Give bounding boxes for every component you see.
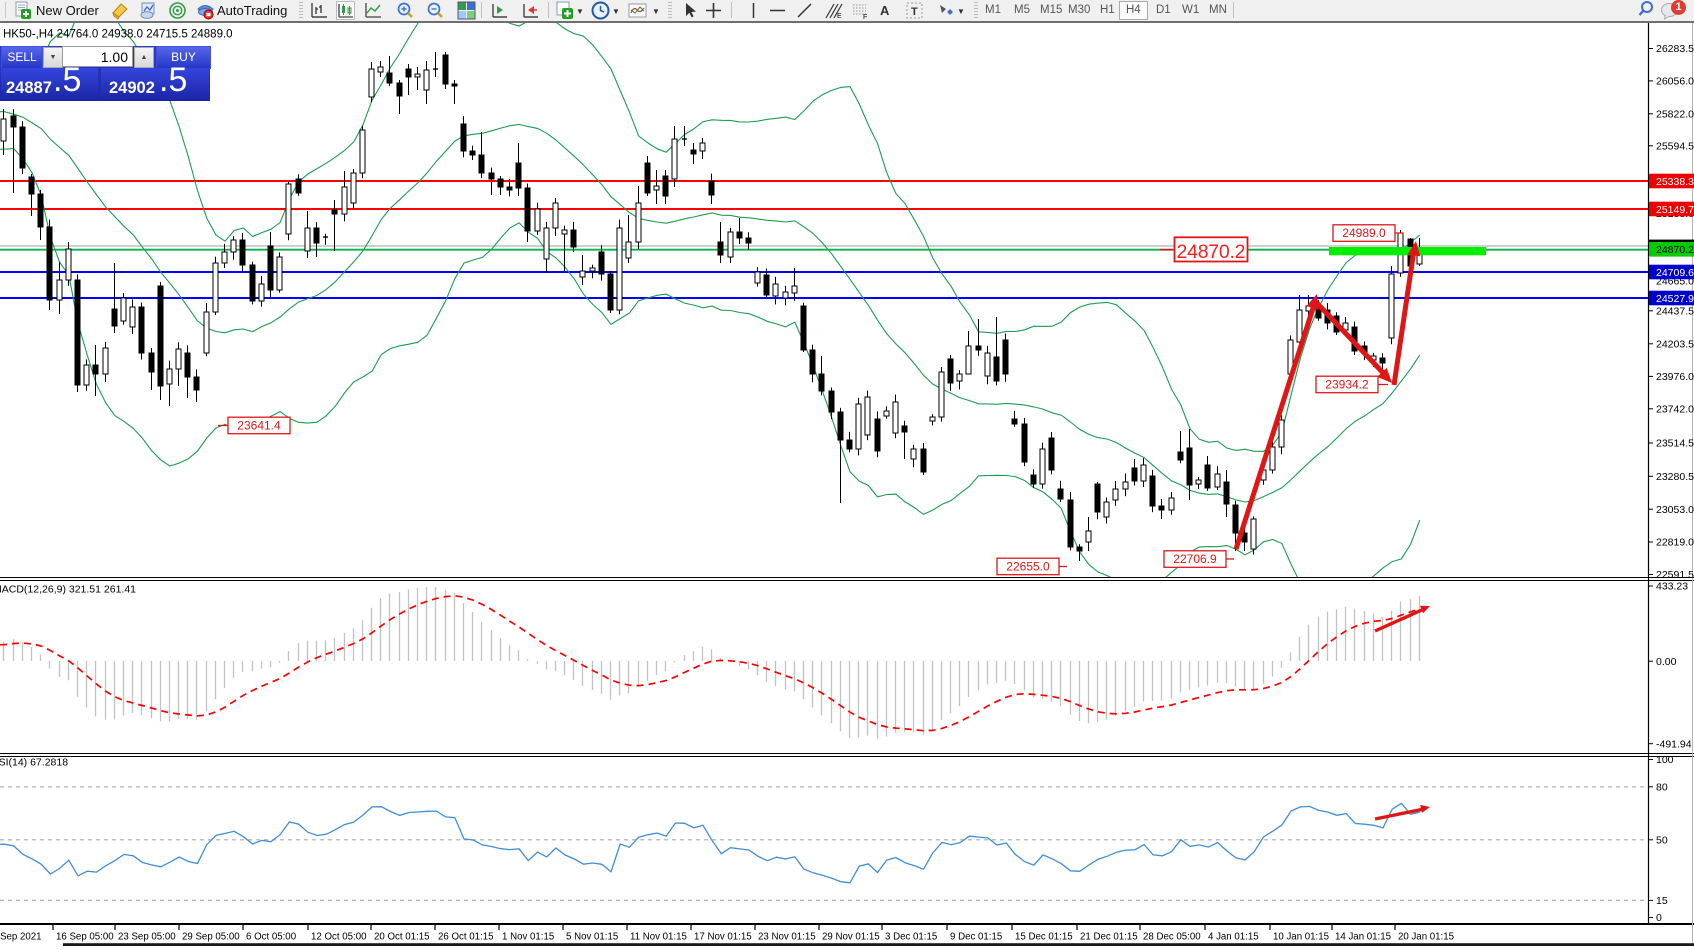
svg-text:100: 100 [1656,754,1674,766]
svg-text:433.23: 433.23 [1656,581,1688,593]
svg-text:20 Oct 01:15: 20 Oct 01:15 [374,932,429,943]
svg-text:F: F [863,14,867,20]
svg-text:9 Dec 01:15: 9 Dec 01:15 [950,932,1002,943]
svg-text:T: T [911,6,918,18]
svg-text:-491.94: -491.94 [1656,738,1692,750]
svg-text:21 Dec 01:15: 21 Dec 01:15 [1080,932,1138,943]
svg-text:15: 15 [1656,895,1668,907]
svg-text:15 Dec 01:15: 15 Dec 01:15 [1015,932,1073,943]
svg-text:24989.0: 24989.0 [1342,226,1386,240]
svg-text:22655.0: 22655.0 [1006,560,1050,574]
svg-text:26 Oct 01:15: 26 Oct 01:15 [438,932,493,943]
svg-text:0.00: 0.00 [1656,656,1677,668]
svg-text:24203.5: 24203.5 [1656,338,1694,350]
svg-text:4 Jan 01:15: 4 Jan 01:15 [1208,932,1259,943]
svg-text:22706.9: 22706.9 [1173,552,1217,566]
svg-text:14 Jan 01:15: 14 Jan 01:15 [1335,932,1391,943]
svg-text:22591.5: 22591.5 [1656,569,1694,581]
svg-text:25338.3: 25338.3 [1656,176,1694,188]
svg-text:26283.5: 26283.5 [1656,43,1694,55]
svg-text:16 Sep 05:00: 16 Sep 05:00 [56,932,114,943]
svg-text:24870.2: 24870.2 [1656,244,1694,256]
svg-text:22819.0: 22819.0 [1656,537,1694,549]
svg-text:23641.4: 23641.4 [237,419,281,433]
svg-text:5 Nov 01:15: 5 Nov 01:15 [566,932,618,943]
svg-text:25822.0: 25822.0 [1656,108,1694,120]
svg-text:23934.2: 23934.2 [1325,378,1369,392]
svg-text:11 Nov 01:15: 11 Nov 01:15 [630,932,687,943]
svg-text:1 Nov 01:15: 1 Nov 01:15 [502,932,554,943]
svg-text:23 Nov 01:15: 23 Nov 01:15 [758,932,816,943]
svg-text:29 Sep 05:00: 29 Sep 05:00 [182,932,240,943]
svg-text:10 Jan 01:15: 10 Jan 01:15 [1273,932,1329,943]
svg-text:23280.5: 23280.5 [1656,471,1694,483]
svg-text:23976.0: 23976.0 [1656,371,1694,383]
svg-text:29 Nov 01:15: 29 Nov 01:15 [822,932,880,943]
svg-text:25594.5: 25594.5 [1656,140,1694,152]
svg-text:20 Jan 01:15: 20 Jan 01:15 [1398,932,1454,943]
svg-text:9 Sep 2021: 9 Sep 2021 [0,932,42,943]
svg-text:23 Sep 05:00: 23 Sep 05:00 [118,932,176,943]
svg-text:24870.2: 24870.2 [1177,241,1246,263]
svg-text:3 Dec 01:15: 3 Dec 01:15 [885,932,937,943]
svg-text:24437.5: 24437.5 [1656,305,1694,317]
svg-text:17 Nov 01:15: 17 Nov 01:15 [694,932,752,943]
svg-text:25149.7: 25149.7 [1656,204,1694,216]
svg-text:6 Oct 05:00: 6 Oct 05:00 [246,932,297,943]
svg-text:23742.0: 23742.0 [1656,403,1694,415]
svg-text:23514.5: 23514.5 [1656,438,1694,450]
svg-text:24527.9: 24527.9 [1656,293,1694,305]
svg-text:12 Oct 05:00: 12 Oct 05:00 [311,932,367,943]
svg-text:MACD(12,26,9) 321.51 261.41: MACD(12,26,9) 321.51 261.41 [0,584,136,596]
svg-text:24709.6: 24709.6 [1656,267,1694,279]
svg-text:23053.0: 23053.0 [1656,504,1694,516]
svg-text:0: 0 [1656,912,1662,924]
svg-text:E: E [837,13,842,20]
svg-text:26056.0: 26056.0 [1656,76,1694,88]
svg-text:28 Dec 05:00: 28 Dec 05:00 [1143,932,1201,943]
svg-text:HK50-,H4 24764.0 24938.0 2471: HK50-,H4 24764.0 24938.0 24715.5 24889.0 [3,29,233,41]
svg-text:80: 80 [1656,781,1668,793]
svg-text:RSI(14) 67.2818: RSI(14) 67.2818 [0,757,68,769]
svg-text:50: 50 [1656,834,1668,846]
